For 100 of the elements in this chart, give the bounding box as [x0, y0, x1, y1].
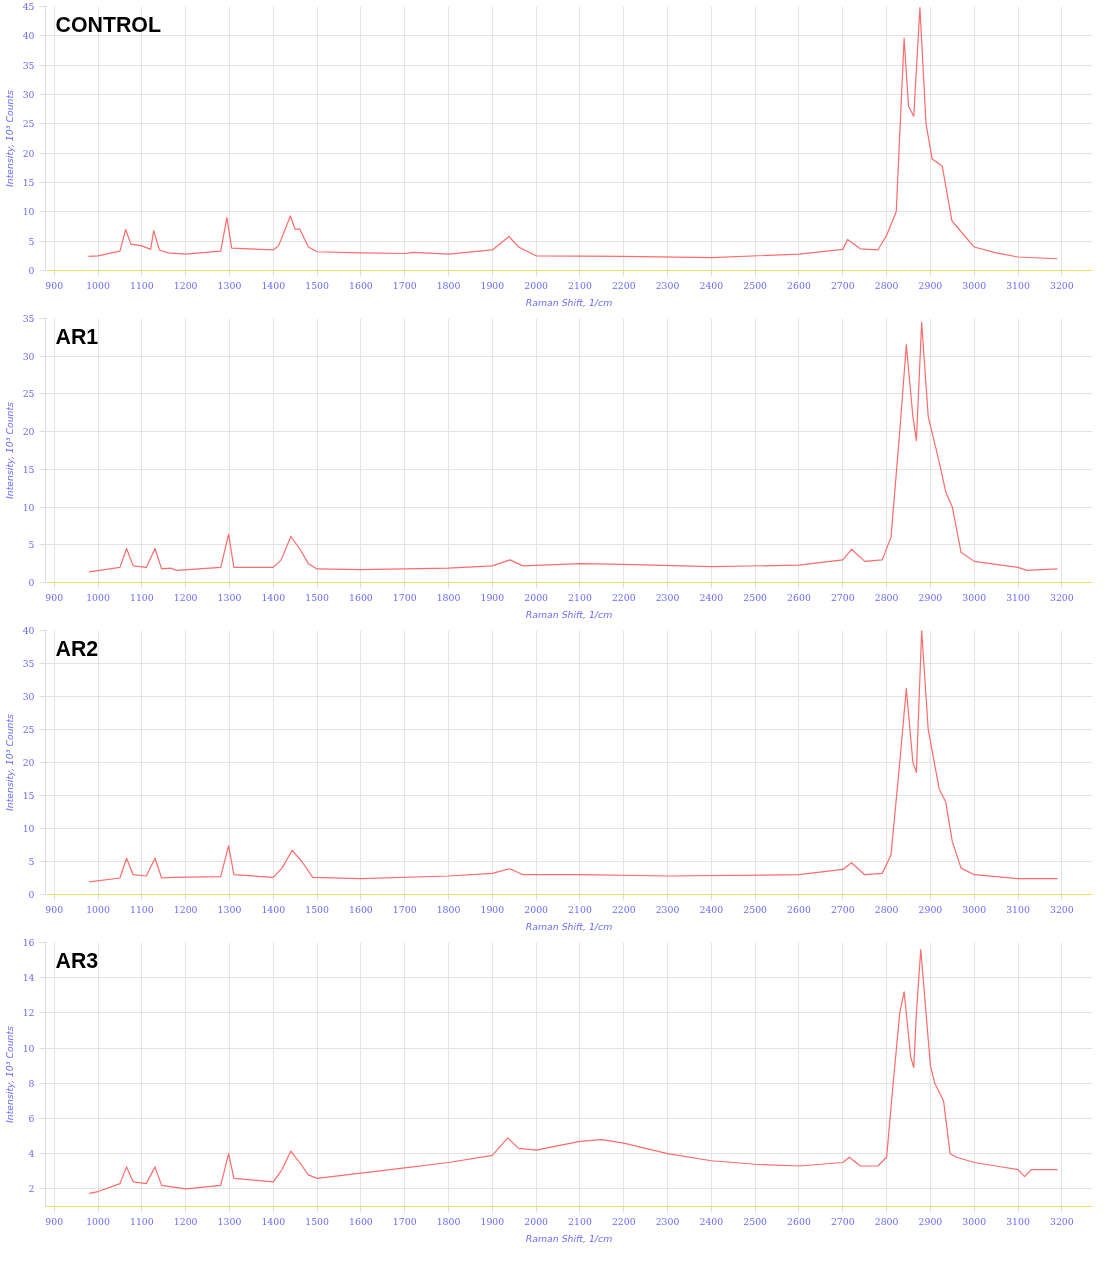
x-tick-label: 3000 — [962, 279, 987, 291]
y-tick-label: 14 — [22, 972, 35, 984]
x-tick-label: 2100 — [568, 591, 592, 603]
y-tick-label: 25 — [22, 388, 35, 400]
x-tick-label: 3200 — [1049, 1215, 1074, 1227]
y-tick-label: 0 — [28, 577, 35, 588]
x-tick-label: 2600 — [787, 591, 811, 603]
x-tick-label: 1700 — [392, 903, 417, 915]
x-tick-label: 2000 — [524, 591, 549, 603]
x-tick-label: 2800 — [874, 591, 899, 603]
x-tick-label: 2200 — [611, 903, 636, 915]
x-tick-label: 2300 — [655, 591, 680, 603]
x-tick-label: 2300 — [655, 279, 680, 291]
x-tick-label: 1500 — [305, 1215, 330, 1227]
x-tick-label: 2700 — [830, 1215, 855, 1227]
x-tick-label: 3200 — [1049, 903, 1074, 915]
x-tick-label: 1600 — [349, 1215, 373, 1227]
y-tick-label: 16 — [22, 937, 35, 948]
x-tick-label: 1000 — [86, 279, 110, 291]
y-tick-label: 30 — [22, 350, 35, 362]
y-axis-title: Intensity, 10³ Counts — [3, 713, 15, 811]
x-tick-label: 1900 — [480, 591, 505, 603]
x-tick-label: 3200 — [1049, 279, 1074, 291]
x-tick-label: 1200 — [173, 903, 198, 915]
y-tick-label: 15 — [22, 463, 35, 475]
y-tick-label: 0 — [28, 265, 35, 276]
y-axis-title: Intensity, 10³ Counts — [3, 89, 15, 187]
y-tick-label: 4 — [28, 1148, 35, 1160]
x-axis-title: Raman Shift, 1/cm — [525, 296, 613, 308]
x-tick-label: 1800 — [436, 903, 461, 915]
x-tick-label: 900 — [45, 903, 64, 915]
y-tick-label: 5 — [28, 539, 35, 551]
x-tick-label: 1100 — [130, 903, 154, 915]
x-tick-label: 2900 — [918, 903, 943, 915]
x-tick-label: 1300 — [217, 591, 242, 603]
x-tick-label: 3200 — [1049, 591, 1074, 603]
x-axis-title: Raman Shift, 1/cm — [525, 608, 613, 620]
x-tick-label: 1400 — [261, 903, 286, 915]
x-tick-label: 3100 — [1006, 591, 1030, 603]
y-tick-label: 20 — [22, 426, 35, 438]
x-tick-label: 2200 — [611, 1215, 636, 1227]
x-tick-label: 3100 — [1006, 903, 1030, 915]
x-tick-label: 1200 — [173, 279, 198, 291]
x-tick-label: 1700 — [392, 1215, 417, 1227]
x-tick-label: 1200 — [173, 591, 198, 603]
x-tick-label: 2300 — [655, 903, 680, 915]
chart-title: AR3 — [55, 948, 99, 973]
y-tick-label: 35 — [22, 658, 35, 669]
x-tick-label: 1500 — [305, 591, 330, 603]
y-tick-label: 20 — [22, 757, 35, 768]
x-tick-label: 2100 — [568, 279, 592, 291]
y-tick-label: 25 — [22, 724, 35, 735]
chart-title: AR1 — [55, 324, 99, 349]
x-tick-label: 2700 — [830, 903, 855, 915]
x-tick-label: 1100 — [130, 279, 154, 291]
y-tick-label: 10 — [22, 823, 35, 834]
y-tick-label: 10 — [22, 501, 35, 513]
x-tick-label: 1300 — [217, 903, 242, 915]
x-tick-label: 2600 — [787, 903, 811, 915]
y-tick-label: 20 — [22, 147, 35, 159]
x-tick-label: 1900 — [480, 1215, 505, 1227]
x-tick-label: 1700 — [392, 591, 417, 603]
x-tick-label: 3000 — [962, 591, 987, 603]
x-tick-label: 1600 — [349, 591, 373, 603]
x-tick-label: 2400 — [699, 279, 724, 291]
y-tick-label: 15 — [22, 177, 35, 188]
y-tick-label: 35 — [22, 313, 35, 324]
x-axis-title: Raman Shift, 1/cm — [525, 920, 613, 932]
y-tick-label: 2 — [28, 1183, 35, 1195]
x-tick-label: 2900 — [918, 1215, 943, 1227]
x-tick-label: 1800 — [436, 591, 461, 603]
y-tick-label: 45 — [22, 1, 35, 12]
x-tick-label: 3000 — [962, 903, 987, 915]
x-tick-label: 1200 — [173, 1215, 198, 1227]
x-tick-label: 2700 — [830, 279, 855, 291]
x-tick-label: 1500 — [305, 903, 330, 915]
x-tick-label: 2400 — [699, 903, 724, 915]
x-tick-label: 900 — [45, 591, 64, 603]
x-tick-label: 3100 — [1006, 1215, 1030, 1227]
x-tick-label: 1400 — [261, 591, 286, 603]
y-tick-label: 5 — [28, 235, 35, 247]
chart-title: AR2 — [55, 636, 99, 661]
x-tick-label: 2200 — [611, 591, 636, 603]
y-tick-label: 10 — [22, 1042, 35, 1054]
y-tick-label: 0 — [28, 889, 35, 900]
x-tick-label: 1000 — [86, 591, 110, 603]
x-tick-label: 1700 — [392, 279, 417, 291]
x-tick-label: 1400 — [261, 279, 286, 291]
x-tick-label: 1800 — [436, 279, 461, 291]
x-tick-label: 1300 — [217, 1215, 242, 1227]
x-tick-label: 2500 — [743, 279, 768, 291]
x-tick-label: 1100 — [130, 1215, 154, 1227]
x-tick-label: 2600 — [787, 1215, 811, 1227]
x-tick-label: 2900 — [918, 279, 943, 291]
y-tick-label: 40 — [22, 625, 35, 636]
y-tick-label: 12 — [22, 1007, 35, 1019]
y-tick-label: 6 — [28, 1113, 35, 1124]
y-tick-label: 15 — [22, 790, 35, 801]
x-tick-label: 2000 — [524, 903, 549, 915]
x-tick-label: 2800 — [874, 279, 899, 291]
